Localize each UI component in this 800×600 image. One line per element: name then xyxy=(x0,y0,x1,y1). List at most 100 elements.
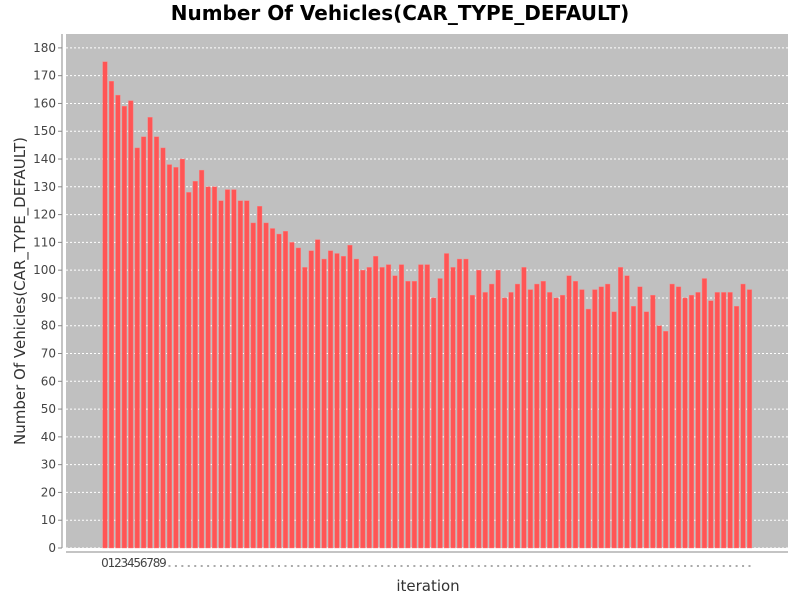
bar xyxy=(727,292,733,549)
bar xyxy=(637,286,643,549)
bar xyxy=(160,147,166,549)
bar xyxy=(128,100,134,549)
bar xyxy=(282,231,288,549)
bar xyxy=(321,258,327,549)
bar xyxy=(650,294,656,549)
bar xyxy=(231,189,237,549)
bar xyxy=(205,186,211,549)
bar xyxy=(534,283,540,549)
bar xyxy=(392,275,398,549)
bar xyxy=(695,292,701,549)
bar xyxy=(734,306,740,549)
bar xyxy=(218,200,224,549)
y-axis: 0 10 20 30 40 50 60 70 80 90 100 110 120 130 140 150 160… xyxy=(33,34,63,555)
bar xyxy=(585,308,591,549)
bar xyxy=(476,269,482,549)
bar xyxy=(141,136,147,549)
bar xyxy=(579,289,585,549)
bar xyxy=(592,289,598,549)
bar xyxy=(482,292,488,549)
bar xyxy=(308,250,314,549)
bar xyxy=(688,294,695,549)
bar xyxy=(134,147,140,549)
y-tick-label: 30 xyxy=(41,458,56,472)
y-tick-label: 160 xyxy=(33,96,56,110)
bar xyxy=(199,169,205,549)
bar xyxy=(444,253,450,549)
bar xyxy=(398,264,404,549)
bar xyxy=(212,186,218,549)
bar xyxy=(605,283,611,549)
bar xyxy=(263,222,269,549)
bar xyxy=(553,297,559,549)
bar xyxy=(302,267,308,549)
bar xyxy=(224,189,230,549)
bar xyxy=(418,264,424,549)
bar xyxy=(624,275,630,549)
bar xyxy=(373,256,379,549)
bar xyxy=(360,269,366,549)
bar xyxy=(502,297,508,549)
bar xyxy=(643,311,649,549)
bar-series xyxy=(102,61,753,549)
y-tick-label: 90 xyxy=(41,291,56,305)
bar xyxy=(431,297,437,549)
y-tick-label: 0 xyxy=(48,541,56,555)
bar xyxy=(179,158,185,549)
bar xyxy=(340,256,346,549)
bar xyxy=(701,278,707,549)
bar xyxy=(521,267,527,549)
bar xyxy=(721,292,727,549)
bar xyxy=(540,281,546,549)
bar xyxy=(166,164,172,549)
y-tick-label: 70 xyxy=(41,347,56,361)
bar xyxy=(527,289,533,549)
bar xyxy=(192,181,198,549)
bar xyxy=(173,167,179,549)
bar xyxy=(669,283,675,549)
bar xyxy=(424,264,430,549)
bar xyxy=(656,325,662,549)
bar xyxy=(154,136,160,549)
y-tick-label: 40 xyxy=(41,430,56,444)
y-tick-label: 130 xyxy=(33,180,56,194)
bar xyxy=(676,286,682,549)
x-tick-label: 4 xyxy=(127,556,135,570)
bar xyxy=(708,300,714,549)
bar xyxy=(611,311,617,549)
bar xyxy=(714,292,720,549)
x-tick-label: 8 xyxy=(153,556,161,570)
x-axis-label: iteration xyxy=(396,577,459,595)
y-tick-label: 150 xyxy=(33,124,56,138)
bar xyxy=(450,267,456,549)
y-tick-label: 10 xyxy=(41,513,56,527)
y-tick-label: 110 xyxy=(33,235,56,249)
bar xyxy=(572,281,578,549)
bar xyxy=(270,228,276,549)
bar xyxy=(295,247,301,549)
bar xyxy=(495,269,501,549)
bar xyxy=(334,253,340,549)
bar xyxy=(250,222,256,549)
y-tick-label: 20 xyxy=(41,485,56,499)
bar xyxy=(108,81,114,549)
x-tick-label: 3 xyxy=(121,556,129,570)
bar xyxy=(437,278,443,549)
bar xyxy=(386,264,392,549)
bar xyxy=(746,289,753,549)
bar xyxy=(598,286,604,549)
bar xyxy=(566,275,572,549)
bar xyxy=(405,281,411,549)
bar xyxy=(618,267,624,549)
bar xyxy=(353,258,359,549)
y-tick-label: 50 xyxy=(41,402,56,416)
y-tick-label: 80 xyxy=(41,319,56,333)
x-tick-label: 7 xyxy=(146,556,154,570)
y-tick-label: 60 xyxy=(41,374,56,388)
bar xyxy=(682,297,688,549)
bar xyxy=(366,267,372,549)
bar xyxy=(289,242,295,549)
x-tick-label: 2 xyxy=(114,556,122,570)
bar xyxy=(102,61,108,549)
bar xyxy=(276,233,282,549)
